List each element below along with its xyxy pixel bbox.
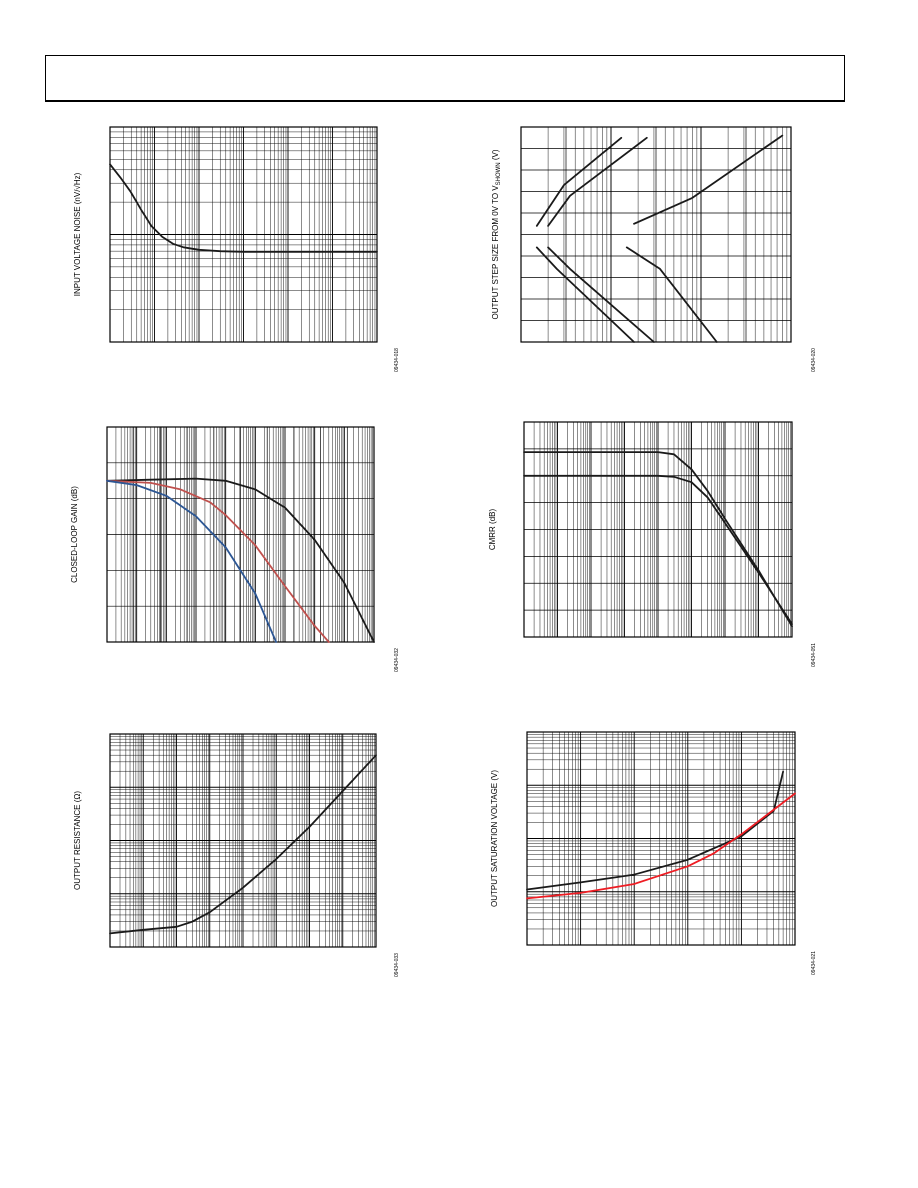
chart-clgain: CLOSED-LOOP GAIN (dB) 09434-032 (70, 426, 400, 672)
y-axis-label: INPUT VOLTAGE NOISE (nV/√Hz) (73, 172, 82, 296)
chart-rout: OUTPUT RESISTANCE (Ω) 09434-033 (73, 733, 400, 977)
y-axis-label-suffix: (V) (491, 149, 500, 162)
plot-frame (109, 126, 378, 343)
plot-frame (109, 733, 377, 948)
series-line-4 (547, 246, 655, 343)
plot-frame (526, 731, 796, 946)
series-line-1 (523, 474, 793, 625)
figure-code: 09434-051 (811, 643, 817, 667)
plot-frame (523, 421, 793, 638)
figure-code: 09434-033 (394, 953, 400, 977)
series-line-0 (523, 451, 793, 628)
series-line-0 (109, 754, 377, 935)
series-line-1 (106, 479, 330, 643)
series-line-0 (109, 163, 378, 253)
y-axis-label: OUTPUT STEP SIZE FROM 0V TO VSHOWN (V) (491, 149, 502, 319)
plot-frame (106, 426, 375, 643)
series-line-1 (547, 136, 648, 227)
y-axis-label: OUTPUT RESISTANCE (Ω) (73, 791, 82, 890)
plot-frame (520, 126, 792, 343)
chart-vsat: OUTPUT SATURATION VOLTAGE (V) 09434-021 (490, 731, 817, 975)
y-axis-label-subscript: SHOWN (496, 162, 502, 185)
y-axis-label: CMRR (dB) (488, 509, 497, 551)
figure-code: 09434-018 (394, 348, 400, 372)
series-line-3 (535, 246, 635, 343)
series-line-1 (526, 792, 796, 900)
y-axis-label: CLOSED-LOOP GAIN (dB) (70, 486, 79, 583)
figure-code: 09434-020 (811, 348, 817, 372)
series-line-2 (106, 479, 278, 643)
series-line-0 (106, 477, 375, 643)
chart-step: OUTPUT STEP SIZE FROM 0V TO VSHOWN (V) 09… (491, 126, 817, 372)
figure-code: 09434-021 (811, 951, 817, 975)
series-line-2 (633, 134, 784, 225)
figure-code: 09434-032 (394, 648, 400, 672)
series-line-0 (526, 770, 784, 891)
chart-noise: INPUT VOLTAGE NOISE (nV/√Hz) 09434-018 (73, 126, 400, 372)
y-axis-label: OUTPUT SATURATION VOLTAGE (V) (490, 770, 499, 907)
page-header-box (45, 55, 845, 102)
chart-cmrr: CMRR (dB) 09434-051 (488, 421, 817, 667)
series-line-0 (535, 136, 623, 227)
series-line-5 (625, 246, 718, 343)
